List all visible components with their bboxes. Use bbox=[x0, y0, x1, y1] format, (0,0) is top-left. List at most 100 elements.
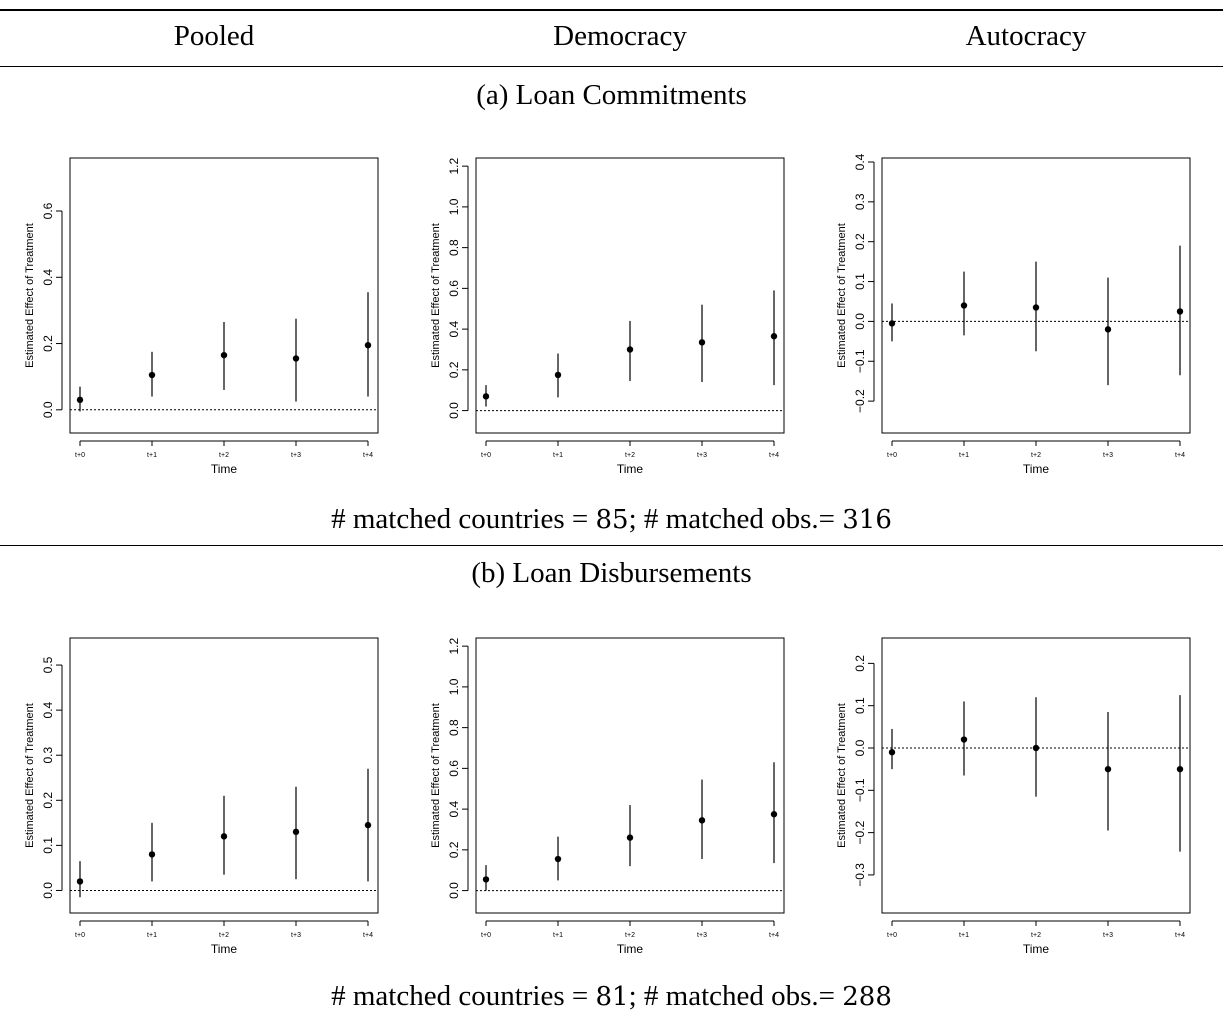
y-tick-label: 0.1 bbox=[853, 697, 867, 714]
point-estimate bbox=[770, 811, 778, 818]
y-tick-label: 0.3 bbox=[853, 193, 867, 210]
x-tick-label: t+1 bbox=[553, 932, 563, 939]
point-estimate bbox=[220, 833, 228, 840]
x-tick-label: t+2 bbox=[1031, 452, 1041, 459]
point-estimate bbox=[1176, 308, 1184, 315]
x-axis-label: Time bbox=[1023, 462, 1050, 476]
x-tick-label: t+3 bbox=[1103, 452, 1113, 459]
point-estimate bbox=[148, 371, 156, 379]
y-tick-label: 0.6 bbox=[447, 280, 461, 297]
point-estimate bbox=[1176, 765, 1184, 773]
x-axis-label: Time bbox=[211, 942, 238, 956]
column-header-pooled: Pooled bbox=[173, 20, 255, 52]
plot-frame bbox=[69, 637, 379, 914]
y-tick-label: −0.2 bbox=[853, 389, 867, 413]
point-estimate bbox=[554, 855, 562, 863]
y-tick-label: 1.0 bbox=[447, 198, 461, 215]
x-tick-label: t+3 bbox=[1103, 932, 1113, 939]
x-tick-label: t+2 bbox=[625, 452, 635, 459]
y-axis-label: Estimated Effect of Treatment bbox=[24, 703, 36, 848]
point-estimate bbox=[888, 749, 896, 756]
x-axis-label: Time bbox=[211, 462, 238, 476]
x-tick-label: t+2 bbox=[1031, 932, 1041, 939]
y-tick-label: 0.4 bbox=[853, 153, 867, 170]
plot-frame bbox=[475, 157, 785, 434]
point-estimate bbox=[292, 355, 300, 362]
point-estimate bbox=[626, 346, 634, 353]
x-tick-label: t+4 bbox=[1175, 452, 1185, 459]
point-estimate bbox=[626, 834, 634, 841]
y-tick-label: 0.4 bbox=[41, 269, 55, 286]
y-tick-label: 0.0 bbox=[853, 313, 867, 330]
point-estimate bbox=[698, 817, 706, 824]
y-axis-label: Estimated Effect of Treatment bbox=[836, 703, 848, 848]
chart-a-democracy: 0.0 0.2 0.4 0.6 0.8 1.0 1.2 t+0 t+1 t+2 t+3 t+4 Time… bbox=[430, 157, 785, 476]
point-estimate bbox=[292, 828, 300, 836]
x-tick-label: t+1 bbox=[147, 932, 157, 939]
y-tick-label: 0.2 bbox=[41, 335, 55, 352]
x-axis-label: Time bbox=[1023, 942, 1050, 956]
x-tick-label: t+4 bbox=[1175, 932, 1185, 939]
plot-frame bbox=[475, 637, 785, 914]
x-axis-label: Time bbox=[617, 462, 644, 476]
x-tick-label: t+1 bbox=[147, 452, 157, 459]
y-tick-label: 1.0 bbox=[447, 678, 461, 695]
chart-b-autocracy: −0.3 −0.2 −0.1 0.0 0.1 0.2 t+0 t+1 t+2 t+3 t+4 Time… bbox=[836, 637, 1191, 956]
x-tick-label: t+3 bbox=[291, 932, 301, 939]
point-estimate bbox=[960, 736, 968, 743]
y-tick-label: 0.1 bbox=[853, 273, 867, 290]
chart-a-pooled: 0.0 0.2 0.4 0.6 t+0 t+1 t+2 t+3 t+4 Time Estimated… bbox=[24, 157, 379, 476]
plot-frame bbox=[69, 157, 379, 434]
x-tick-label: t+3 bbox=[291, 452, 301, 459]
point-estimate bbox=[770, 333, 778, 340]
point-estimate bbox=[482, 876, 490, 883]
point-estimate bbox=[554, 371, 562, 379]
panel-title-a: (a) Loan Commitments bbox=[476, 79, 747, 111]
top-rule bbox=[0, 9, 1223, 11]
y-tick-label: 0.4 bbox=[447, 800, 461, 817]
x-tick-label: t+3 bbox=[697, 932, 707, 939]
y-tick-label: 0.2 bbox=[853, 233, 867, 250]
point-estimate bbox=[482, 393, 490, 400]
y-tick-label: 0.8 bbox=[447, 239, 461, 256]
y-axis-label: Estimated Effect of Treatment bbox=[430, 703, 442, 848]
y-tick-label: 0.3 bbox=[41, 747, 55, 764]
x-axis-label: Time bbox=[617, 942, 644, 956]
point-estimate bbox=[1032, 304, 1040, 311]
y-tick-label: 0.0 bbox=[447, 882, 461, 899]
chart-b-pooled: 0.0 0.1 0.2 0.3 0.4 0.5 t+0 t+1 t+2 t+3 t+4 Time Est… bbox=[24, 637, 379, 956]
y-axis-label: Estimated Effect of Treatment bbox=[24, 223, 36, 368]
x-tick-label: t+1 bbox=[959, 452, 969, 459]
point-estimate bbox=[960, 302, 968, 309]
x-tick-label: t+0 bbox=[887, 452, 897, 459]
x-tick-label: t+1 bbox=[959, 932, 969, 939]
point-estimate bbox=[76, 878, 84, 885]
x-tick-label: t+4 bbox=[769, 452, 779, 459]
y-axis-label: Estimated Effect of Treatment bbox=[836, 223, 848, 368]
y-tick-label: 0.4 bbox=[41, 701, 55, 718]
chart-b-democracy: 0.0 0.2 0.4 0.6 0.8 1.0 1.2 t+0 t+1 t+2 t+3 t+4 Time… bbox=[430, 637, 785, 956]
y-tick-label: 0.2 bbox=[41, 792, 55, 809]
point-estimate bbox=[1032, 744, 1040, 752]
x-tick-label: t+2 bbox=[219, 932, 229, 939]
matched-summary-b: # matched countries = 81; # matched obs.… bbox=[331, 980, 892, 1012]
header-rule bbox=[0, 66, 1223, 67]
point-estimate bbox=[148, 851, 156, 858]
point-estimate bbox=[364, 341, 372, 349]
y-axis-label: Estimated Effect of Treatment bbox=[430, 223, 442, 368]
x-tick-label: t+0 bbox=[75, 452, 85, 459]
y-tick-label: −0.3 bbox=[853, 863, 867, 887]
y-tick-label: 0.6 bbox=[41, 202, 55, 219]
y-tick-label: 0.4 bbox=[447, 320, 461, 337]
column-header-democracy: Democracy bbox=[553, 20, 687, 52]
y-tick-label: 1.2 bbox=[447, 637, 461, 654]
y-tick-label: 0.2 bbox=[447, 841, 461, 858]
y-tick-label: 0.0 bbox=[447, 402, 461, 419]
x-tick-label: t+4 bbox=[769, 932, 779, 939]
y-tick-label: 0.0 bbox=[41, 401, 55, 418]
x-tick-label: t+4 bbox=[363, 932, 373, 939]
y-tick-label: 1.2 bbox=[447, 157, 461, 174]
panel-title-b: (b) Loan Disbursements bbox=[471, 557, 752, 589]
y-tick-label: −0.1 bbox=[853, 778, 867, 802]
x-tick-label: t+2 bbox=[219, 452, 229, 459]
